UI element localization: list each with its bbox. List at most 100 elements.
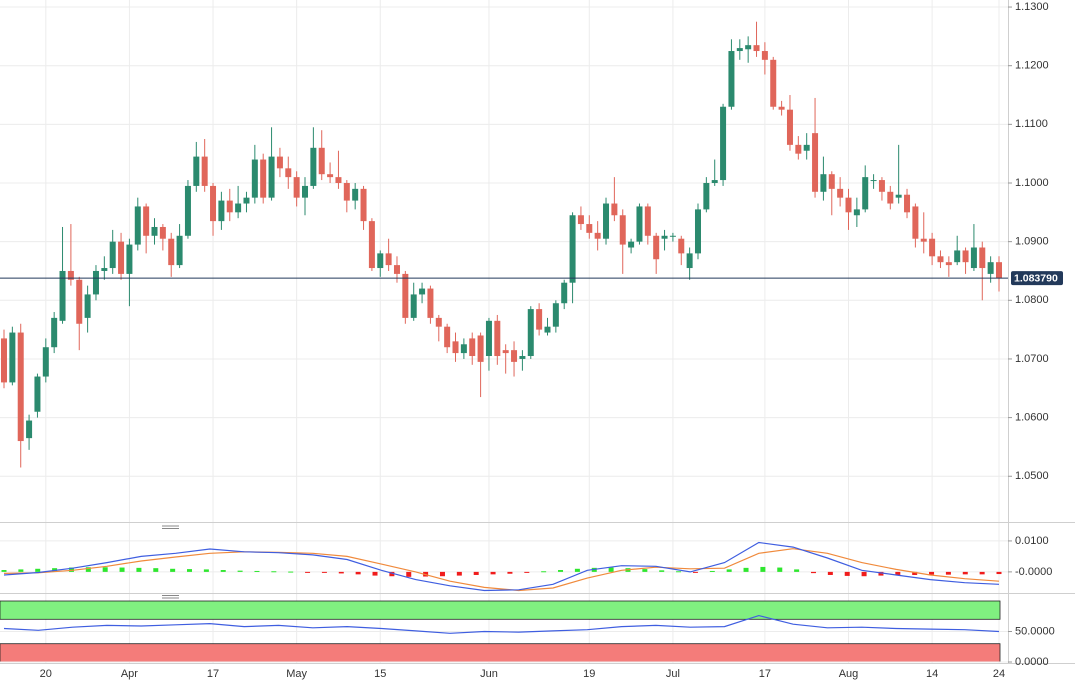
signal-line	[3, 548, 1000, 592]
candle-body	[904, 194, 911, 213]
candle-body	[343, 182, 350, 201]
macd-histogram-bar	[170, 568, 176, 572]
candle-body	[101, 268, 108, 271]
macd-histogram-bar	[389, 571, 395, 577]
macd-histogram-bar	[726, 569, 732, 572]
macd-histogram-bar	[406, 571, 412, 577]
macd-histogram-bar	[692, 571, 698, 573]
candle-body	[293, 177, 300, 198]
candle-body	[753, 45, 760, 52]
candle-body	[653, 235, 660, 260]
candle-body	[644, 206, 651, 236]
candle-body	[544, 326, 551, 333]
candle-body	[594, 232, 601, 239]
y-tick-label: 1.1000	[1015, 177, 1049, 189]
candle-body	[845, 197, 852, 213]
candle-body	[828, 174, 835, 189]
candle-body	[611, 203, 618, 216]
macd-histogram-bar	[524, 571, 530, 573]
macd-histogram-bar	[338, 571, 344, 574]
macd-histogram-bar	[608, 567, 614, 572]
macd-histogram-bar	[962, 571, 968, 575]
macd-histogram-bar	[271, 571, 277, 573]
candle-body	[109, 241, 116, 269]
y-tick-label: -0.0000	[1015, 566, 1052, 578]
candle-body	[519, 356, 526, 359]
candle-body	[1, 338, 7, 383]
candle-body	[368, 221, 375, 269]
macd-histogram-bar	[979, 571, 985, 575]
candle-body	[996, 262, 1002, 279]
candle-body	[778, 106, 785, 110]
candle-body	[636, 206, 643, 242]
candle-body	[694, 209, 701, 254]
candle-body	[577, 215, 584, 225]
candle-body	[795, 144, 802, 154]
marks-layer	[0, 21, 1008, 634]
candle-body	[862, 177, 869, 210]
candle-body	[184, 185, 191, 236]
candle-body	[9, 332, 16, 383]
candle-body	[502, 350, 509, 354]
macd-histogram-bar	[35, 568, 41, 572]
macd-histogram-bar	[490, 571, 496, 575]
macd-histogram-bar	[355, 571, 361, 575]
y-tick-label: 1.1200	[1015, 60, 1049, 72]
y-tick-label: 0.0000	[1015, 656, 1049, 668]
x-tick-label: Jul	[666, 668, 680, 680]
macd-histogram-bar	[439, 571, 445, 577]
candle-body	[42, 347, 49, 377]
candle-body	[377, 253, 384, 269]
macd-histogram-bar	[827, 571, 833, 575]
macd-histogram-bar	[676, 571, 682, 573]
candle-body	[485, 320, 492, 357]
candle-body	[954, 250, 961, 263]
candle-body	[460, 344, 467, 354]
x-tick-label: 14	[926, 668, 938, 680]
macd-histogram-bar	[456, 571, 462, 576]
macd-histogram-bar	[810, 571, 816, 574]
candle-body	[887, 191, 894, 204]
candle-body	[912, 206, 919, 239]
candle-body	[870, 180, 877, 182]
macd-histogram-bar	[507, 571, 513, 574]
macd-histogram-bar	[541, 571, 547, 573]
candle-body	[494, 320, 501, 357]
candle-body	[393, 265, 400, 274]
candle-body	[853, 209, 860, 216]
candle-body	[193, 156, 200, 186]
candle-body	[452, 341, 459, 354]
candle-body	[385, 253, 392, 266]
macd-histogram-bar	[1, 570, 7, 572]
candle-body	[118, 241, 125, 274]
x-tick-label: Jun	[480, 668, 498, 680]
resize-handle[interactable]	[162, 595, 179, 599]
candle-body	[201, 156, 208, 186]
candle-body	[402, 273, 409, 318]
candle-body	[444, 326, 451, 348]
y-tick-label: 1.0900	[1015, 236, 1049, 248]
candle-body	[761, 51, 768, 60]
macd-histogram-bar	[912, 571, 918, 575]
candle-body	[168, 238, 175, 266]
y-tick-label: 1.1300	[1015, 1, 1049, 13]
candle-body	[92, 270, 99, 295]
candle-body	[218, 200, 225, 222]
candle-body	[84, 294, 91, 318]
rsi-line	[3, 614, 1000, 634]
candle-body	[895, 194, 902, 198]
macd-histogram-bar	[372, 571, 378, 576]
macd-histogram-bar	[288, 571, 294, 573]
candle-body	[878, 180, 885, 192]
macd-histogram-bar	[136, 567, 142, 572]
last-price-box	[1011, 271, 1063, 286]
macd-histogram-bar	[68, 567, 74, 572]
candle-body	[711, 180, 718, 183]
x-tick-label: 17	[759, 668, 771, 680]
candle-body	[686, 253, 693, 269]
macd-histogram-bar	[659, 570, 665, 572]
resize-handle[interactable]	[162, 525, 179, 529]
candle-body	[920, 238, 927, 242]
candle-body	[661, 235, 668, 239]
